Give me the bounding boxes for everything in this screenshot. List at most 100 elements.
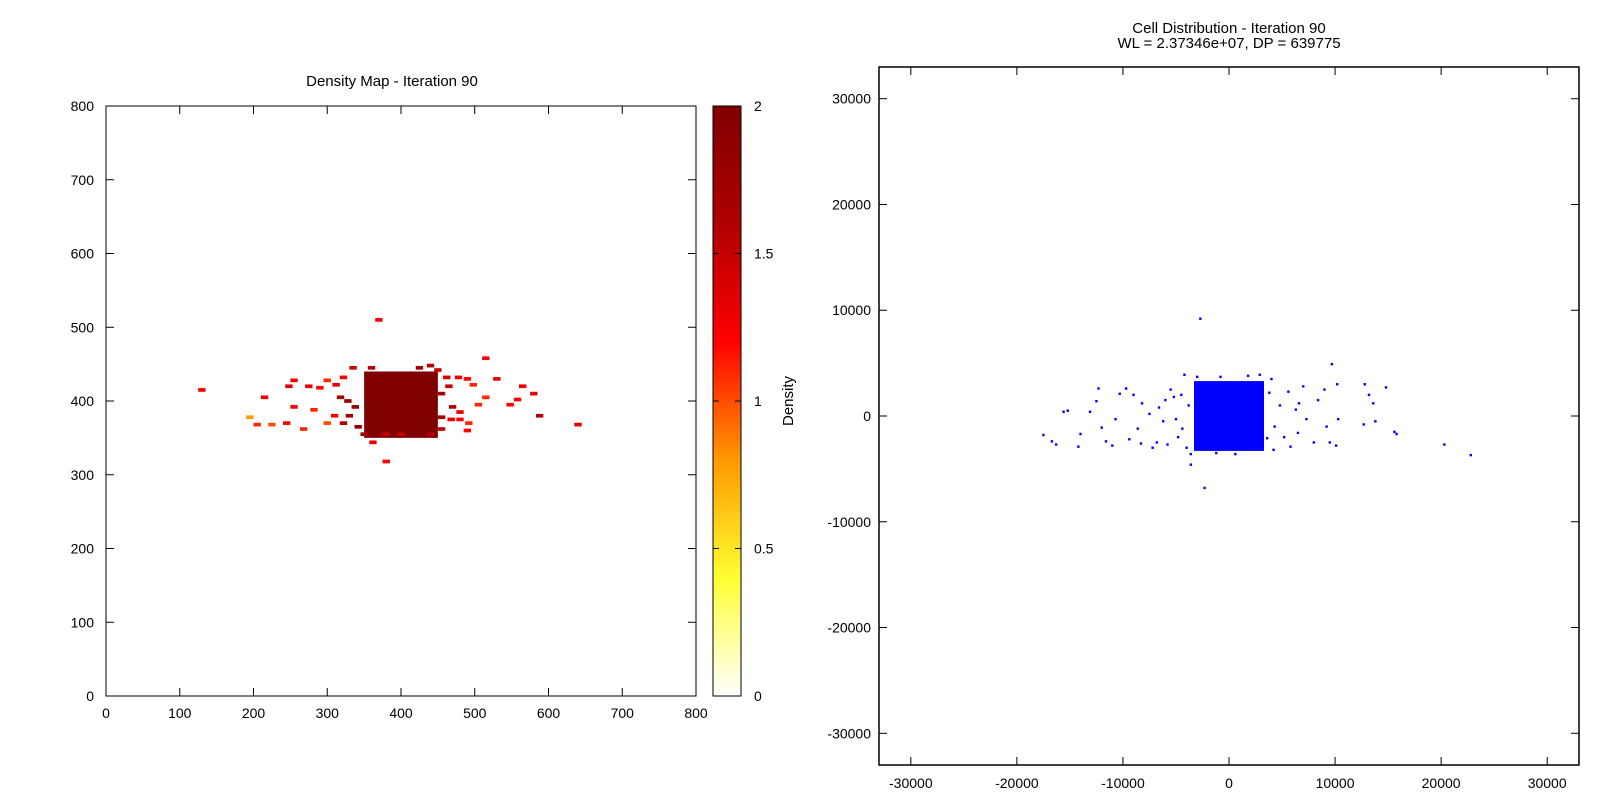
density-cell	[285, 384, 293, 389]
cell-point	[1287, 390, 1290, 393]
density-cell	[290, 378, 298, 383]
cell-point	[1393, 430, 1396, 434]
density-cell	[330, 413, 339, 418]
density-cell	[513, 397, 522, 402]
density-cell	[382, 459, 390, 464]
cell-point	[1367, 393, 1371, 397]
y-tick-label: -10000	[827, 514, 871, 530]
cell-point	[1265, 437, 1269, 440]
x-tick-label: 200	[242, 705, 266, 721]
cell-point	[1258, 373, 1261, 376]
density-cell	[437, 415, 446, 420]
y-tick-label: 20000	[832, 196, 871, 212]
density-cell	[339, 421, 348, 425]
cell-point	[1155, 441, 1159, 444]
x-tick-label: 500	[463, 705, 487, 721]
density-cell	[310, 408, 318, 412]
density-cell	[465, 421, 473, 425]
density-cell	[519, 384, 527, 389]
cell-point	[1185, 446, 1188, 449]
density-cell	[339, 375, 348, 380]
x-tick-label: 10000	[1316, 775, 1355, 791]
cell-point	[1136, 427, 1139, 430]
x-tick-label: 100	[168, 705, 192, 721]
y-tick-label: 100	[71, 614, 95, 630]
cell-point	[1189, 452, 1193, 456]
y-tick-label: 600	[71, 246, 95, 262]
density-cell	[369, 440, 377, 445]
cell-distribution-points	[1042, 317, 1473, 490]
cell-point	[1180, 393, 1183, 397]
cell-point	[1151, 446, 1154, 449]
density-cell	[253, 422, 261, 427]
cell-point	[1118, 392, 1121, 395]
x-tick-label: 0	[102, 705, 110, 721]
y-tick-label: 30000	[832, 91, 871, 107]
cell-point	[1172, 395, 1176, 399]
cell-point	[1140, 402, 1144, 405]
x-tick-label: 0	[1225, 775, 1233, 791]
cell-cluster	[1194, 381, 1264, 451]
cell-point	[1166, 443, 1169, 446]
x-tick-label: -20000	[995, 775, 1039, 791]
y-tick-label: 300	[71, 467, 95, 483]
cell-point	[1272, 448, 1275, 452]
cell-point	[1316, 398, 1320, 402]
cell-point	[1164, 398, 1167, 402]
density-cell	[530, 391, 538, 396]
cell-point	[1362, 423, 1365, 426]
density-cell	[437, 427, 446, 431]
cell-point	[1312, 441, 1316, 444]
x-tick-label: 600	[537, 705, 561, 721]
colorbar-label: Density	[780, 375, 797, 426]
density-cell	[469, 382, 477, 387]
x-tick-label: -10000	[1101, 775, 1145, 791]
cell-point	[1199, 317, 1202, 320]
cell-point	[1330, 362, 1334, 366]
density-cell	[283, 421, 291, 425]
density-cell	[415, 365, 424, 370]
density-cell	[454, 375, 463, 380]
cell-point	[1374, 420, 1377, 423]
density-cell	[474, 402, 483, 407]
cell-point	[1181, 427, 1184, 430]
cell-point	[1148, 412, 1151, 416]
cell-point	[1104, 440, 1108, 443]
cell-point	[1323, 388, 1326, 391]
density-cell	[426, 363, 435, 368]
cell-point	[1270, 377, 1273, 381]
density-cell	[345, 413, 354, 418]
cell-distribution-subtitle: WL = 2.37346e+07, DP = 639775	[1117, 35, 1340, 52]
cell-point	[1088, 410, 1092, 413]
density-cell	[443, 375, 451, 380]
colorbar-tick-label: 1	[754, 393, 762, 409]
density-cell	[447, 417, 455, 422]
density-cell	[493, 377, 501, 381]
density-cell	[323, 421, 331, 425]
cell-point	[1111, 444, 1114, 447]
cell-point	[1289, 445, 1292, 448]
density-cell	[360, 432, 368, 437]
cell-point	[1325, 425, 1328, 428]
y-tick-label: 700	[71, 172, 95, 188]
cell-point	[1395, 432, 1398, 436]
cell-point	[1128, 438, 1131, 441]
cell-point	[1176, 435, 1180, 439]
cell-point	[1066, 409, 1069, 412]
cell-point	[1219, 375, 1222, 379]
cell-point	[1100, 426, 1103, 429]
density-map-panel: Density Map - Iteration 90 0 100 200 300 400…	[71, 73, 797, 721]
cell-point	[1195, 375, 1199, 379]
density-map-cells	[198, 318, 582, 464]
density-cell	[463, 428, 472, 433]
cell-point	[1282, 435, 1286, 439]
cell-point	[1189, 463, 1193, 466]
density-cell	[367, 365, 376, 370]
density-cell	[290, 405, 298, 409]
y-tick-label: -20000	[827, 620, 871, 636]
density-cell	[246, 415, 254, 420]
y-tick-label: -30000	[827, 725, 871, 741]
cell-point	[1234, 452, 1237, 456]
density-cell	[336, 395, 345, 400]
